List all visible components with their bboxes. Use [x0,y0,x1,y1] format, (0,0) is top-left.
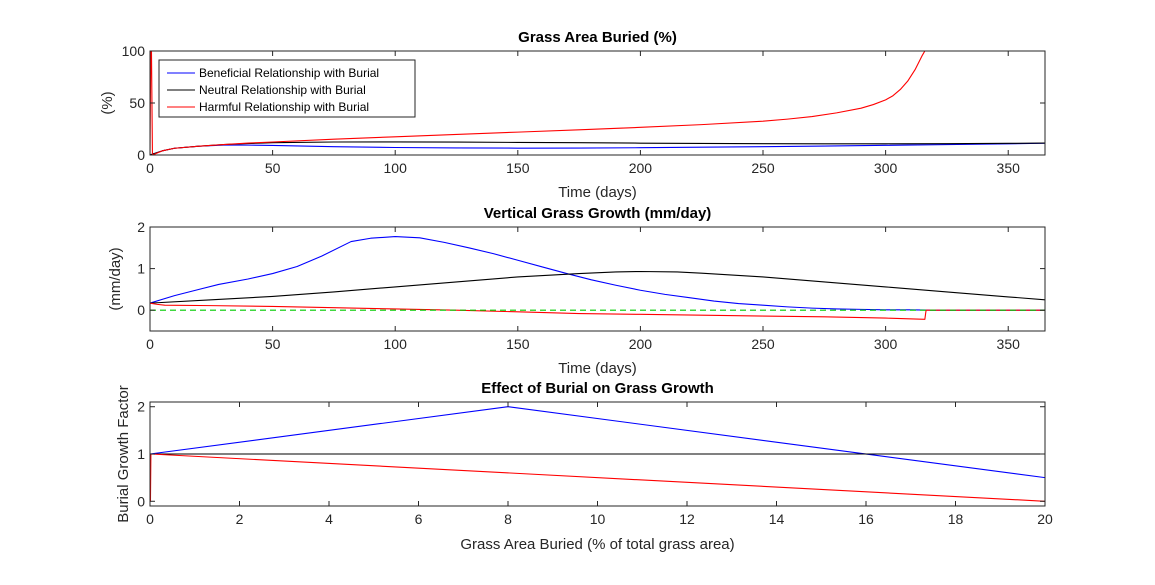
y-axis-label: (%) [99,91,116,114]
legend-entry: Beneficial Relationship with Burial [199,66,379,80]
x-tick-label: 8 [504,511,512,527]
x-tick-label: 250 [751,336,775,352]
subplot-2: 0 50 100 150 200 250 300 350 0 1 2 Vertical Grass G… [107,205,1046,377]
y-axis-label: Burial Growth Factor [115,385,132,523]
subplot-1: 0 50 100 150 200 250 300 350 0 50 100 Grass Area Bu… [99,29,1046,201]
y-axis-label: (mm/day) [107,247,124,310]
x-tick-label: 0 [146,336,154,352]
x-tick-label: 150 [506,160,530,176]
x-tick-label: 6 [415,511,423,527]
x-tick-label: 50 [265,336,281,352]
y-tick-label: 1 [137,446,145,462]
series-line-3 [150,51,1045,155]
x-tick-label: 0 [146,160,154,176]
y-tick-label: 1 [137,261,145,277]
axes-frame [149,226,1046,332]
x-tick-label: 0 [146,511,154,527]
x-tick-label: 10 [590,511,606,527]
legend-entry: Harmful Relationship with Burial [199,100,369,114]
x-tick-label: 350 [997,160,1021,176]
x-tick-label: 200 [629,336,653,352]
x-tick-label: 50 [265,160,281,176]
series-line-2 [150,270,1045,304]
x-tick-label: 200 [629,160,653,176]
x-tick-label: 300 [874,336,898,352]
x-tick-label: 14 [769,511,785,527]
series-group [150,51,1045,155]
x-tick-label: 4 [325,511,333,527]
plot-area [150,227,1045,331]
x-axis-label: Time (days) [558,184,637,201]
y-tick-label: 50 [129,95,145,111]
x-tick-label: 18 [948,511,964,527]
x-tick-label: 100 [384,336,408,352]
y-tick-label: 2 [137,399,145,415]
x-tick-label: 12 [679,511,695,527]
chart-title: Effect of Burial on Grass Growth [481,380,714,397]
chart-title: Grass Area Buried (%) [518,29,677,46]
x-tick-label: 350 [997,336,1021,352]
x-axis-label: Time (days) [558,360,637,377]
y-tick-label: 100 [122,43,146,59]
y-tick-label: 0 [137,302,145,318]
x-tick-label: 150 [506,336,530,352]
x-tick-label: 100 [384,160,408,176]
x-tick-label: 2 [236,511,244,527]
chart-title: Vertical Grass Growth (mm/day) [484,205,712,222]
y-tick-label: 0 [137,147,145,163]
x-tick-label: 16 [858,511,874,527]
legend: Beneficial Relationship with Burial Neutr… [158,59,416,118]
x-tick-label: 250 [751,160,775,176]
series-line-3 [150,302,1045,320]
legend-entry: Neutral Relationship with Burial [199,83,366,97]
series-group [150,236,1045,320]
x-axis-label: Grass Area Buried (% of total grass area… [460,536,734,553]
x-tick-label: 300 [874,160,898,176]
legend-box [158,59,416,118]
y-tick-label: 2 [137,219,145,235]
y-tick-label: 0 [137,493,145,509]
x-tick-label: 20 [1037,511,1053,527]
